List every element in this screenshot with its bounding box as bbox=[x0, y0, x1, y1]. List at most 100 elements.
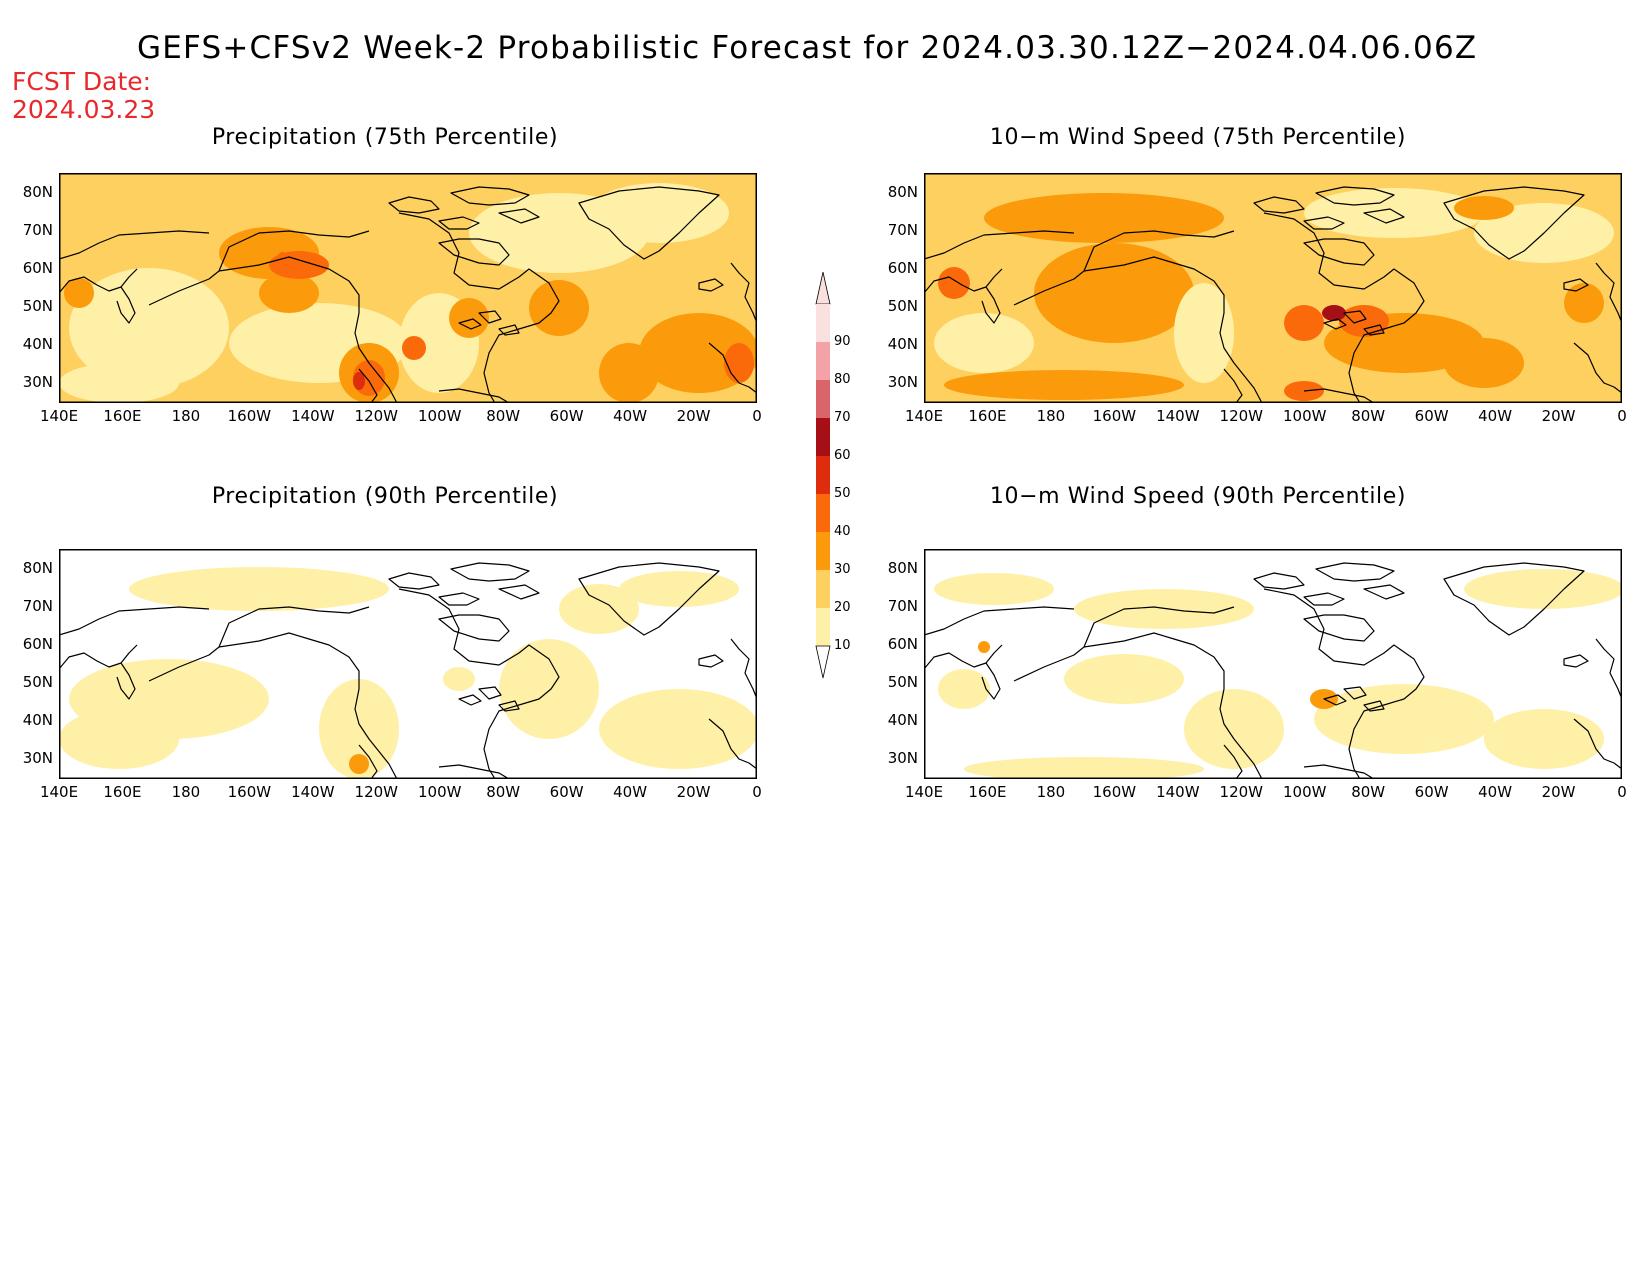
lat-label: 50N bbox=[22, 297, 53, 315]
lat-label: 80N bbox=[887, 559, 918, 577]
lon-label: 80W bbox=[1351, 407, 1386, 425]
moderate-probability-area bbox=[978, 641, 990, 653]
lon-label: 20W bbox=[1541, 407, 1576, 425]
coastline bbox=[1303, 388, 1375, 403]
coastline bbox=[1303, 764, 1375, 779]
moderate-probability-area bbox=[259, 273, 319, 313]
coastline bbox=[358, 744, 378, 779]
coastline bbox=[1443, 186, 1585, 260]
coastline bbox=[498, 584, 540, 600]
lon-label: 100W bbox=[1282, 783, 1327, 801]
lon-label: 0 bbox=[1617, 407, 1627, 425]
low-probability-area bbox=[938, 669, 990, 709]
lon-label: 100W bbox=[417, 407, 462, 425]
colorbar-swatch bbox=[816, 570, 830, 608]
colorbar-label: 30 bbox=[834, 562, 851, 577]
lat-label: 40N bbox=[887, 711, 918, 729]
moderate-probability-area bbox=[1444, 338, 1524, 388]
lon-label: 40W bbox=[1478, 783, 1513, 801]
lon-label: 80W bbox=[1351, 783, 1386, 801]
lat-label: 30N bbox=[887, 749, 918, 767]
moderate-probability-area bbox=[64, 278, 94, 308]
lon-label: 140W bbox=[291, 407, 335, 425]
colorbar-label: 10 bbox=[834, 638, 851, 653]
colorbar-swatch bbox=[816, 532, 830, 570]
lon-label: 0 bbox=[752, 407, 762, 425]
lon-label: 20W bbox=[676, 783, 711, 801]
coastline bbox=[981, 286, 1001, 324]
lon-label: 40W bbox=[1478, 407, 1513, 425]
lon-label: 120W bbox=[1219, 407, 1263, 425]
coastline bbox=[218, 256, 398, 403]
lon-label: 0 bbox=[1617, 783, 1627, 801]
lon-label: 160E bbox=[968, 783, 1007, 801]
coastline bbox=[1443, 562, 1585, 636]
coastline bbox=[148, 270, 220, 306]
lat-label: 60N bbox=[887, 259, 918, 277]
coastline bbox=[218, 606, 370, 648]
lon-label: 100W bbox=[1282, 407, 1327, 425]
map-precip-90 bbox=[59, 549, 757, 779]
coastline bbox=[1303, 216, 1345, 230]
lon-label: 120W bbox=[354, 783, 398, 801]
lon-label: 60W bbox=[549, 407, 584, 425]
coastline bbox=[698, 654, 724, 668]
coastline bbox=[116, 286, 136, 324]
lon-label: 180 bbox=[1036, 407, 1066, 425]
coastline bbox=[438, 216, 480, 230]
lat-label: 40N bbox=[887, 335, 918, 353]
high-probability-area bbox=[1284, 305, 1324, 341]
main-title: GEFS+CFSv2 Week-2 Probabilistic Forecast… bbox=[137, 30, 1478, 66]
coastline bbox=[1315, 562, 1395, 582]
coastline bbox=[478, 686, 502, 700]
coastline bbox=[698, 278, 724, 292]
map-frame bbox=[924, 549, 1622, 779]
low-probability-area bbox=[1314, 684, 1494, 754]
colorbar-swatch bbox=[816, 380, 830, 418]
map-frame bbox=[924, 173, 1622, 403]
coastline bbox=[924, 230, 1075, 260]
lon-label: 60W bbox=[1414, 407, 1449, 425]
wind-90-map-canvas bbox=[924, 549, 1622, 779]
coastline bbox=[498, 700, 520, 712]
moderate-probability-area bbox=[529, 280, 589, 336]
coastline bbox=[59, 230, 210, 260]
coastline bbox=[438, 592, 480, 606]
coastline bbox=[1223, 744, 1243, 779]
lon-label: 80W bbox=[486, 783, 521, 801]
low-probability-area bbox=[69, 268, 229, 388]
lat-label: 50N bbox=[887, 297, 918, 315]
coastline bbox=[358, 368, 378, 403]
lat-label: 50N bbox=[22, 673, 53, 691]
low-probability-area bbox=[1074, 589, 1254, 629]
coastline bbox=[116, 662, 136, 700]
coastline bbox=[450, 186, 530, 206]
low-probability-area bbox=[1064, 654, 1184, 704]
lon-label: 60W bbox=[1414, 783, 1449, 801]
coastline bbox=[1223, 368, 1243, 403]
coastline bbox=[498, 324, 520, 336]
lon-label: 140E bbox=[39, 407, 79, 425]
coastline bbox=[1253, 196, 1305, 214]
precip-90-map-canvas bbox=[59, 549, 757, 779]
lat-label: 50N bbox=[887, 673, 918, 691]
high-probability-area bbox=[938, 267, 970, 299]
colorbar-swatch bbox=[816, 304, 830, 342]
colorbar-swatch bbox=[816, 608, 830, 646]
lon-label: 140W bbox=[291, 783, 335, 801]
low-probability-area bbox=[934, 313, 1034, 373]
lat-label: 70N bbox=[22, 597, 53, 615]
low-probability-area bbox=[599, 689, 757, 769]
coastline bbox=[708, 342, 757, 394]
lat-label: 40N bbox=[22, 711, 53, 729]
lon-label: 140E bbox=[904, 783, 944, 801]
coastline bbox=[1363, 584, 1405, 600]
coastline bbox=[218, 230, 370, 272]
coastline bbox=[1363, 324, 1385, 336]
coastline bbox=[1323, 318, 1347, 330]
low-probability-area bbox=[1184, 689, 1284, 769]
coastline bbox=[1263, 588, 1425, 779]
lon-label: 20W bbox=[1541, 783, 1576, 801]
colorbar-swatches bbox=[815, 272, 831, 679]
lon-label: 180 bbox=[171, 783, 201, 801]
